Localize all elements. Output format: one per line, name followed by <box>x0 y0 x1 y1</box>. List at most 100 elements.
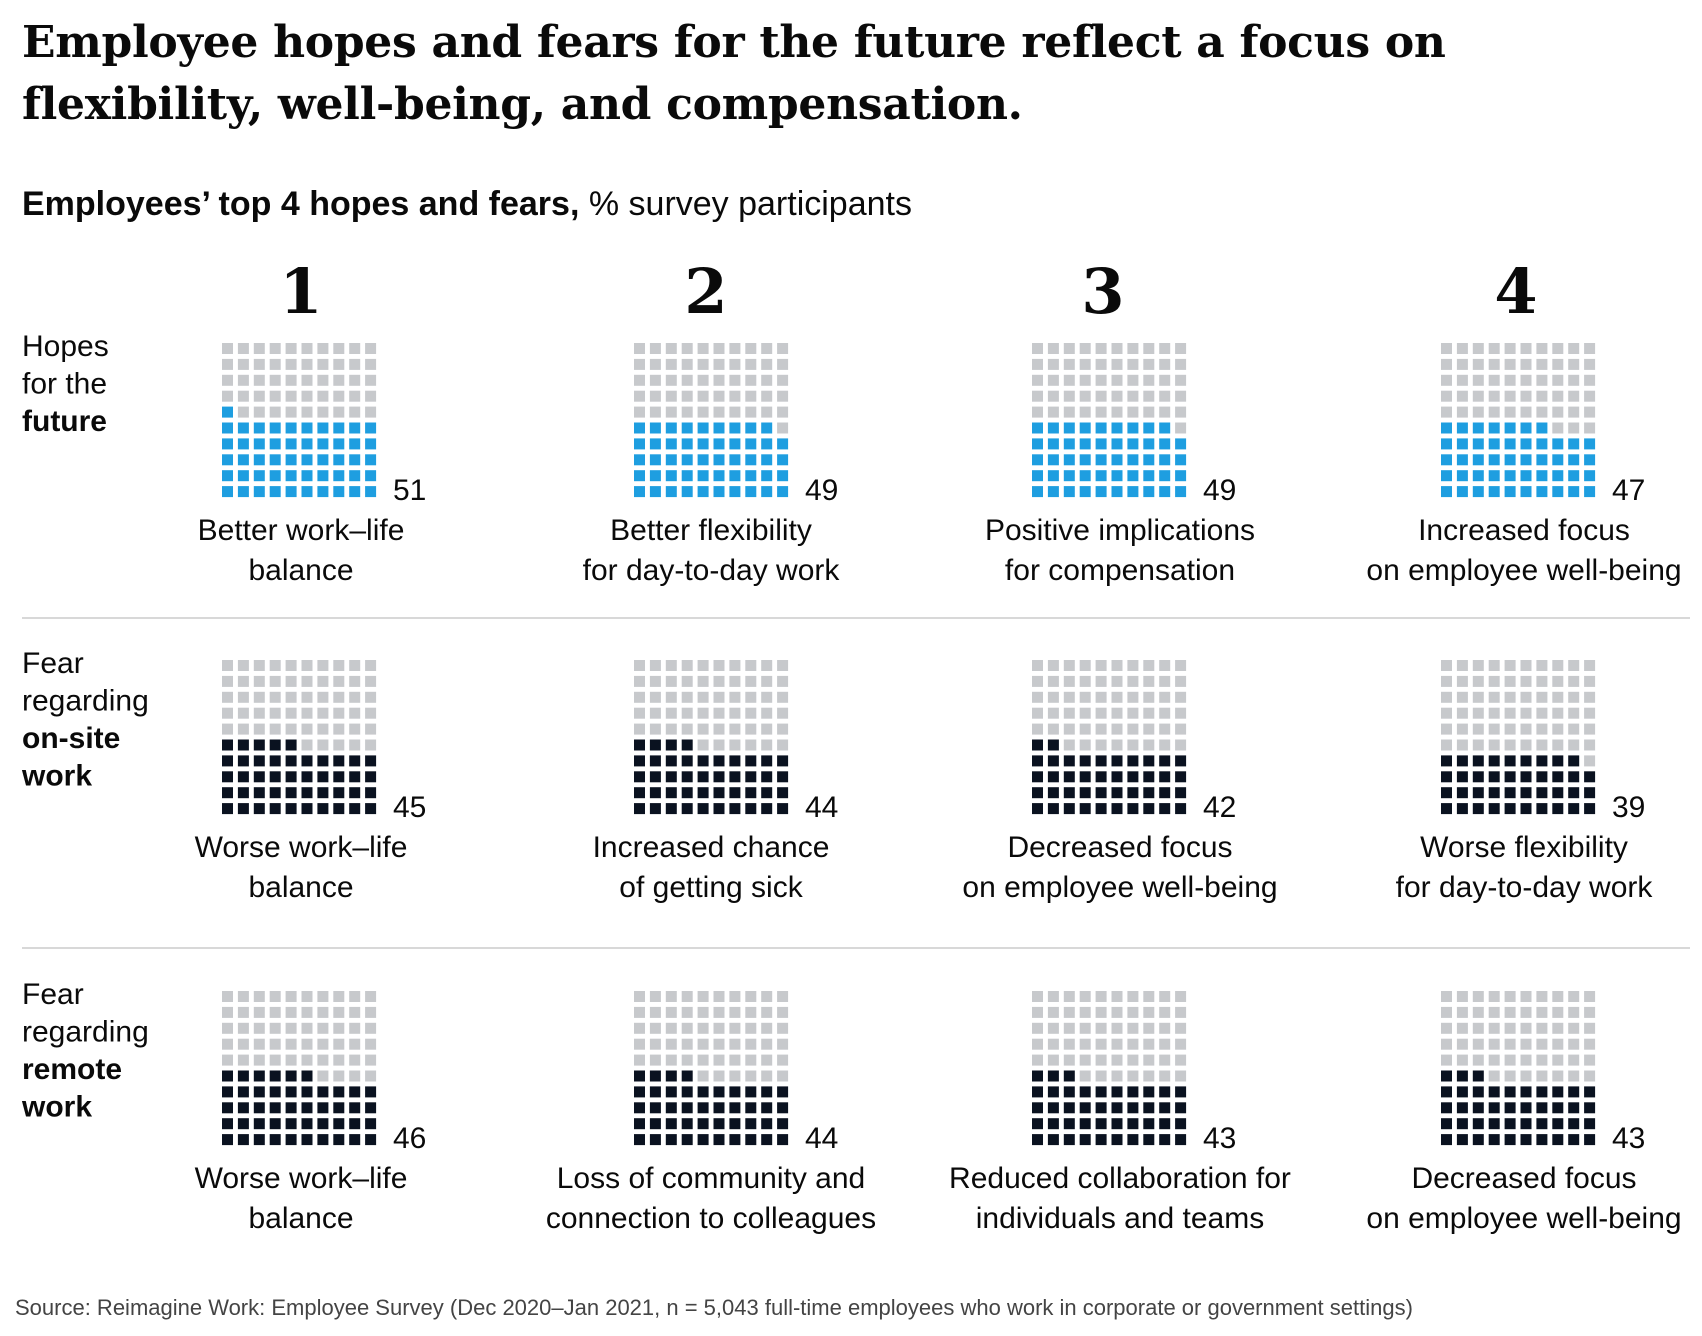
waffle-cell-filled <box>634 755 645 767</box>
waffle-cell-empty <box>253 343 265 354</box>
waffle-cell-empty <box>1111 1006 1123 1018</box>
waffle-cell-filled <box>777 1102 789 1114</box>
waffle-cell-filled <box>237 803 249 815</box>
waffle-cell-empty <box>1472 660 1484 671</box>
waffle-cell-empty <box>1504 390 1516 402</box>
waffle-cell-filled <box>1063 486 1075 498</box>
waffle-cell-empty <box>317 1054 329 1066</box>
waffle-cell-filled <box>1472 787 1484 799</box>
waffle-cell-filled <box>349 454 361 466</box>
waffle-cell-filled <box>777 787 789 799</box>
waffle-cell-empty <box>1143 1006 1155 1018</box>
waffle-cell-empty <box>1079 1070 1091 1082</box>
waffle-cell-filled <box>697 803 709 815</box>
waffle-cell-empty <box>1568 422 1580 434</box>
value-label: 42 <box>1203 791 1236 824</box>
waffle-cell-empty <box>1143 343 1155 354</box>
waffle-cell-filled <box>697 438 709 450</box>
waffle-cell-empty <box>697 374 709 386</box>
waffle-cell-empty <box>1552 1038 1564 1050</box>
waffle-cell-filled <box>222 803 233 815</box>
waffle-cell-empty <box>301 707 313 719</box>
waffle-cell-filled <box>1504 787 1516 799</box>
waffle-cell-filled <box>1047 438 1059 450</box>
waffle-cell-filled <box>1175 1102 1187 1114</box>
waffle-cell-filled <box>634 454 645 466</box>
waffle-cell-filled <box>681 1070 693 1082</box>
waffle-cell-empty <box>1504 691 1516 703</box>
waffle-cell-filled <box>1175 470 1187 482</box>
waffle-cell-empty <box>665 343 677 354</box>
waffle-cell-empty <box>713 675 725 687</box>
waffle-cell-empty <box>729 723 741 735</box>
waffle-cell-filled <box>1472 422 1484 434</box>
waffle-cell-filled <box>333 787 345 799</box>
waffle-cell-empty <box>349 1022 361 1034</box>
waffle-cell-empty <box>777 374 789 386</box>
waffle-cell-empty <box>1488 707 1500 719</box>
waffle-cell-filled <box>1095 422 1107 434</box>
waffle-cell-filled <box>1536 803 1548 815</box>
waffle-1-0 <box>222 660 377 815</box>
waffle-cell-empty <box>1159 1054 1171 1066</box>
waffle-cell-empty <box>761 374 773 386</box>
waffle-cell-empty <box>1488 675 1500 687</box>
waffle-cell-filled <box>1441 1070 1452 1082</box>
waffle-cell-empty <box>1536 1038 1548 1050</box>
waffle-cell-empty <box>1472 358 1484 370</box>
waffle-cell-empty <box>713 1070 725 1082</box>
waffle-cell-empty <box>1111 991 1123 1002</box>
waffle-cell-filled <box>1032 771 1043 783</box>
waffle-cell-empty <box>697 660 709 671</box>
waffle-cell-empty <box>1456 1022 1468 1034</box>
waffle-cell-empty <box>1488 358 1500 370</box>
waffle-cell-filled <box>1568 1086 1580 1098</box>
waffle-cell-empty <box>1520 723 1532 735</box>
waffle-cell-filled <box>1175 454 1187 466</box>
waffle-cell-empty <box>1175 406 1187 418</box>
waffle-cell-empty <box>777 422 789 434</box>
waffle-cell-empty <box>253 374 265 386</box>
waffle-cell-empty <box>253 1006 265 1018</box>
waffle-cell-empty <box>1552 660 1564 671</box>
waffle-cell-empty <box>1584 1070 1596 1082</box>
value-label: 43 <box>1203 1122 1236 1155</box>
waffle-cell-filled <box>1175 803 1187 815</box>
waffle-cell-filled <box>1584 771 1596 783</box>
waffle-cell-filled <box>713 470 725 482</box>
waffle-cell-filled <box>349 1134 361 1146</box>
waffle-cell-filled <box>713 1102 725 1114</box>
waffle-cell-empty <box>697 1054 709 1066</box>
waffle-cell-filled <box>317 470 329 482</box>
waffle-cell-filled <box>1047 1134 1059 1146</box>
waffle-cell-empty <box>1079 691 1091 703</box>
waffle-cell-empty <box>1159 1006 1171 1018</box>
waffle-cell-empty <box>365 723 377 735</box>
waffle-cell-empty <box>649 675 661 687</box>
waffle-cell-empty <box>649 723 661 735</box>
waffle-cell-filled <box>1159 1134 1171 1146</box>
waffle-cell-empty <box>349 406 361 418</box>
waffle-cell-filled <box>222 406 233 418</box>
waffle-cell-empty <box>1552 390 1564 402</box>
waffle-cell-empty <box>713 1054 725 1066</box>
waffle-cell-empty <box>1175 1054 1187 1066</box>
waffle-cell-empty <box>237 1006 249 1018</box>
waffle-cell-empty <box>1032 675 1043 687</box>
waffle-cell-empty <box>681 991 693 1002</box>
waffle-cell-empty <box>237 991 249 1002</box>
waffle-cell-filled <box>1504 470 1516 482</box>
waffle-cell-empty <box>1488 1054 1500 1066</box>
waffle-cell-empty <box>1536 1054 1548 1066</box>
waffle-cell-empty <box>1472 675 1484 687</box>
waffle-cell-empty <box>1552 675 1564 687</box>
waffle-2-1 <box>634 991 789 1146</box>
waffle-cell-filled <box>1456 771 1468 783</box>
waffle-cell-filled <box>681 1118 693 1130</box>
waffle-cell-filled <box>1488 755 1500 767</box>
waffle-cell-empty <box>1079 390 1091 402</box>
waffle-cell-empty <box>333 1070 345 1082</box>
waffle-cell-filled <box>365 1086 377 1098</box>
waffle-cell-filled <box>745 771 757 783</box>
waffle-cell-filled <box>1032 1118 1043 1130</box>
